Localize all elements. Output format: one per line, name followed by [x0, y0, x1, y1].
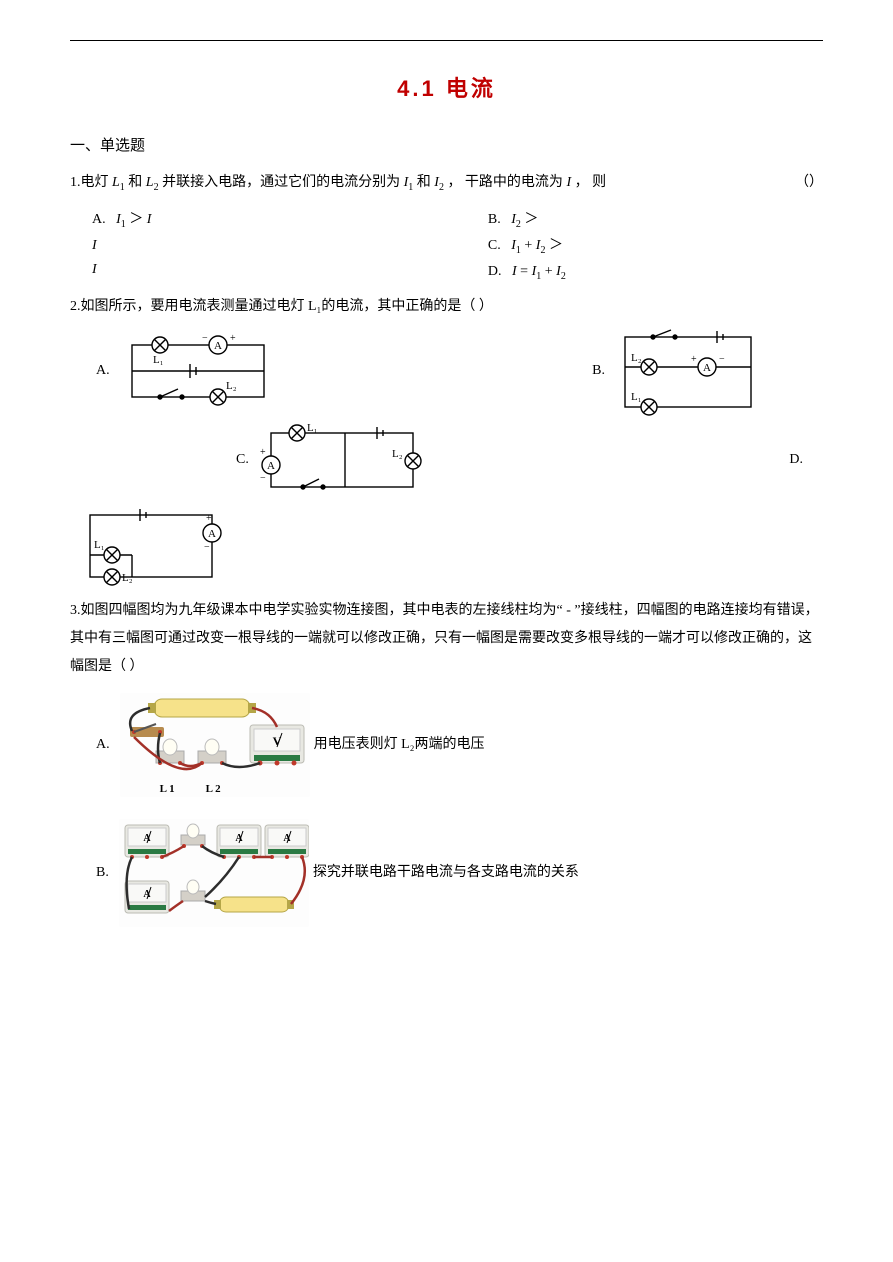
q3-b-photo-icon: A A A	[119, 819, 309, 927]
q2-row1: A. L₁ A − +	[70, 325, 823, 417]
q1-L2: L	[146, 175, 154, 190]
q1-a-lhs-sub: 1	[121, 219, 126, 230]
q1-d-I2s: 2	[561, 270, 566, 281]
q2-opt-b[interactable]: B. L₂ A	[566, 325, 763, 417]
q3-opt-b[interactable]: B. A A	[70, 819, 823, 927]
q2-c-minus: −	[260, 473, 266, 484]
q2-row3: L₁ L₂ A + −	[70, 503, 823, 589]
q1-t3: 并联接入电路，通过它们的电流分别为	[162, 175, 404, 190]
q1-t1: 1.电灯	[70, 175, 112, 190]
q1-d-eq: =	[520, 264, 531, 279]
q1-b-label: B.	[488, 212, 504, 227]
q1-c-plus: +	[524, 238, 535, 253]
q2-a-plus: +	[230, 333, 236, 344]
q1-b-op: ＞	[524, 212, 538, 227]
q1-I1-sub: 1	[408, 182, 413, 193]
q2-d-plus: +	[206, 513, 212, 524]
svg-text:A: A	[208, 528, 216, 540]
q1-c-op: ＞	[549, 238, 563, 253]
q2-a-L2: L₂	[226, 380, 237, 392]
q2-b-L2: L₂	[631, 352, 642, 364]
q3-b-text: 探究并联电路干路电流与各支路电流的关系	[313, 862, 579, 884]
q1-I: I	[566, 175, 571, 190]
q1-opt-c[interactable]: C. I1 + I2 ＞	[488, 235, 823, 259]
q2-opt-a[interactable]: A. L₁ A − +	[70, 331, 278, 411]
q1-I2-sub: 2	[439, 182, 444, 193]
top-rule	[70, 40, 823, 41]
q1-L2-sub: 2	[154, 182, 159, 193]
q1-opt-a[interactable]: A. I1 ＞ I	[92, 209, 480, 233]
q2-a-L1: L₁	[153, 354, 164, 366]
q1-L1-sub: 1	[120, 182, 125, 193]
q1-c-cont: I	[92, 259, 480, 281]
q1-paren: （）	[795, 170, 823, 197]
q2-a-label: A.	[70, 360, 118, 382]
q2-c-L2: L₂	[392, 448, 403, 460]
q1-t6: ， 则	[575, 175, 607, 190]
q2-b-circuit-icon: L₂ A + − L₁	[613, 325, 763, 417]
svg-text:A: A	[703, 362, 711, 374]
q3-a-L1-label: L 1	[160, 781, 175, 799]
q1-t2: 和	[128, 175, 146, 190]
q2-c-circuit-icon: L₁ A + − L₂	[257, 421, 427, 499]
question-2: 2.如图所示，要用电流表测量通过电灯 L₁的电流，其中正确的是（ ） A.	[70, 294, 823, 589]
section-heading: 一、单选题	[70, 134, 823, 158]
q3-a-label: A.	[70, 734, 120, 756]
q2-c-plus: +	[260, 447, 266, 458]
q2-b-plus: +	[691, 354, 697, 365]
q1-c-I1s: 1	[516, 245, 521, 256]
q1-a-cont: I	[92, 235, 480, 257]
q2-a-circuit-icon: L₁ A − + L₂	[118, 331, 278, 411]
q3-stem: 3.如图四幅图均为九年级课本中电学实验实物连接图，其中电表的左接线柱均为“ - …	[70, 597, 823, 681]
q2-c-L1: L₁	[307, 422, 318, 434]
q2-c-label: C.	[210, 449, 257, 471]
q2-d-L2: L₂	[122, 572, 133, 584]
svg-text:A: A	[267, 460, 275, 472]
q1-options: A. I 1 ＞ I I I B. I2 ＞ C. I1 + I2 ＞	[70, 207, 823, 286]
q1-opt-b[interactable]: B. I2 ＞	[488, 209, 823, 233]
q1-stem: 1.电灯 L1 和 L2 并联接入电路，通过它们的电流分别为 I1 和 I2 ，…	[70, 170, 823, 197]
q1-L1: L	[112, 175, 120, 190]
q2-d-L1: L₁	[94, 539, 105, 551]
q2-row2: C. L₁	[70, 421, 823, 499]
q1-a-rhs: I	[147, 212, 152, 227]
q1-d-I1s: 1	[536, 270, 541, 281]
q2-b-minus: −	[719, 354, 725, 365]
q2-b-L1: L₁	[631, 391, 642, 403]
q1-b-lhs-sub: 2	[516, 219, 521, 230]
q2-d-label: D.	[763, 449, 811, 471]
page-title: 4.1 电流	[70, 71, 823, 106]
q2-b-label: B.	[566, 360, 613, 382]
svg-text:A: A	[214, 340, 222, 352]
q1-t5: ， 干路中的电流为	[447, 175, 566, 190]
q3-a-photo-icon: V	[120, 693, 310, 797]
q3-opt-a[interactable]: A. V	[70, 693, 823, 797]
q2-d-minus: −	[204, 542, 210, 553]
q1-opt-d[interactable]: D. I = I1 + I2	[488, 261, 823, 285]
q1-c-label: C.	[488, 238, 504, 253]
q2-opt-d[interactable]: L₁ L₂ A + −	[70, 503, 226, 589]
q1-c-I2s: 2	[540, 245, 545, 256]
q1-a-op: ＞	[129, 212, 147, 227]
question-3: 3.如图四幅图均为九年级课本中电学实验实物连接图，其中电表的左接线柱均为“ - …	[70, 597, 823, 927]
q2-d-circuit-icon: L₁ L₂ A + −	[76, 503, 226, 589]
q1-d-plus: +	[545, 264, 556, 279]
q1-stem-text: 1.电灯 L1 和 L2 并联接入电路，通过它们的电流分别为 I1 和 I2 ，…	[70, 170, 606, 197]
q2-opt-c[interactable]: C. L₁	[210, 421, 427, 499]
q1-a-label: A.	[92, 212, 109, 227]
q2-stem: 2.如图所示，要用电流表测量通过电灯 L₁的电流，其中正确的是（ ）	[70, 294, 823, 321]
q3-a-text: 用电压表则灯 L₂两端的电压	[314, 734, 485, 756]
q1-d-I: I	[512, 264, 517, 279]
q1-t4: 和	[417, 175, 435, 190]
q1-d-label: D.	[488, 264, 505, 279]
q3-b-label: B.	[70, 862, 119, 884]
q2-a-minus: −	[202, 333, 208, 344]
question-1: 1.电灯 L1 和 L2 并联接入电路，通过它们的电流分别为 I1 和 I2 ，…	[70, 170, 823, 286]
q3-a-L2-label: L 2	[206, 781, 221, 799]
